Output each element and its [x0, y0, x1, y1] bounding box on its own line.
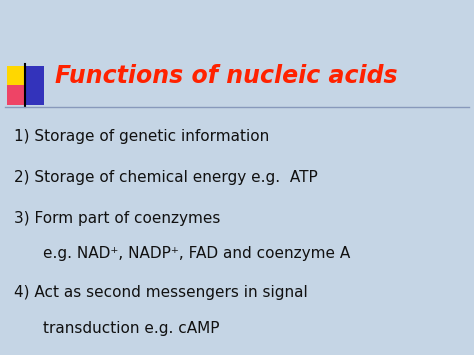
Text: 2) Storage of chemical energy e.g.  ATP: 2) Storage of chemical energy e.g. ATP — [14, 170, 318, 185]
Text: 4) Act as second messengers in signal: 4) Act as second messengers in signal — [14, 285, 308, 300]
Text: e.g. NAD⁺, NADP⁺, FAD and coenzyme A: e.g. NAD⁺, NADP⁺, FAD and coenzyme A — [43, 246, 350, 261]
Text: Functions of nucleic acids: Functions of nucleic acids — [55, 64, 397, 88]
Text: transduction e.g. cAMP: transduction e.g. cAMP — [43, 321, 219, 336]
Text: 1) Storage of genetic information: 1) Storage of genetic information — [14, 129, 270, 144]
Bar — [26, 66, 44, 85]
Bar — [7, 85, 25, 105]
Text: 3) Form part of coenzymes: 3) Form part of coenzymes — [14, 211, 220, 226]
Bar — [26, 85, 44, 105]
Bar — [7, 66, 25, 85]
